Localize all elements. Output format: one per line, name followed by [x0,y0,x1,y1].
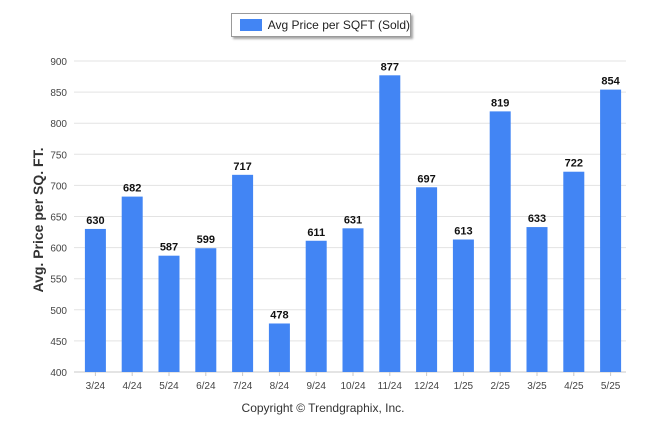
data-label: 854 [601,76,620,88]
x-tick-label: 7/24 [233,381,253,392]
bar [379,75,401,372]
x-tick-label: 1/25 [454,381,474,392]
y-tick-label: 900 [50,57,67,68]
data-label: 631 [344,214,362,226]
data-label: 633 [528,213,546,225]
x-tick-label: 4/24 [122,381,142,392]
bar [342,228,364,372]
bar [232,174,254,372]
bar [158,255,180,372]
data-label: 819 [491,97,509,109]
data-label: 599 [197,234,215,246]
bar [526,227,548,372]
copyright-footer: Copyright © Trendgraphix, Inc. [241,401,405,415]
x-tick-label: 12/24 [414,381,439,392]
y-tick-label: 500 [50,306,67,317]
y-tick-label: 650 [50,213,67,224]
y-tick-label: 400 [50,368,67,379]
y-tick-label: 550 [50,275,67,286]
data-label: 717 [233,161,251,173]
legend-swatch [240,19,262,31]
x-tick-label: 6/24 [196,381,216,392]
bar [84,228,106,372]
data-label: 682 [123,183,141,195]
bar [600,89,622,372]
legend: Avg Price per SQFT (Sold) [231,13,411,37]
bar [489,111,511,372]
data-label: 697 [417,173,435,185]
y-tick-label: 850 [50,88,67,99]
data-label: 722 [565,158,583,170]
y-tick-label: 700 [50,181,67,192]
bar [563,171,585,372]
x-tick-label: 8/24 [270,381,290,392]
data-label: 877 [381,61,399,73]
x-tick-label: 3/24 [86,381,106,392]
x-tick-label: 3/25 [527,381,547,392]
x-tick-label: 5/24 [159,381,179,392]
data-label: 613 [454,226,472,238]
bar [305,240,327,372]
y-tick-label: 750 [50,150,67,161]
data-label: 478 [270,309,288,321]
y-tick-label: 800 [50,119,67,130]
bar [268,323,290,372]
bar [452,239,474,372]
data-label: 611 [307,227,325,239]
data-label: 587 [160,242,178,254]
y-tick-label: 600 [50,244,67,255]
x-tick-label: 5/25 [601,381,621,392]
data-label: 630 [86,215,104,227]
x-tick-label: 2/25 [490,381,510,392]
x-tick-label: 10/24 [340,381,365,392]
x-tick-label: 4/25 [564,381,584,392]
x-tick-label: 9/24 [306,381,326,392]
bar [121,196,143,372]
bar [195,248,217,372]
y-tick-label: 450 [50,337,67,348]
legend-label: Avg Price per SQFT (Sold) [267,18,410,32]
bar [416,187,438,372]
x-tick-label: 11/24 [378,381,403,392]
